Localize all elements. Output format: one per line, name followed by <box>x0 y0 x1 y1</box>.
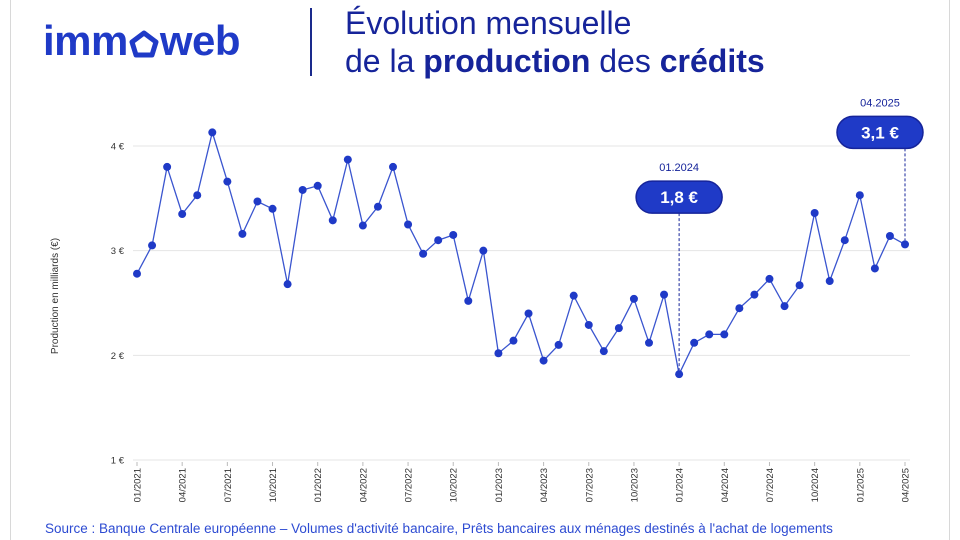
data-point <box>283 280 292 289</box>
data-point <box>404 220 413 229</box>
data-point <box>509 336 518 345</box>
immoweb-logo: imm web <box>43 17 241 64</box>
data-point <box>298 185 307 194</box>
x-tick-label: 10/2024 <box>810 468 821 502</box>
data-point <box>449 230 458 239</box>
data-point <box>735 304 744 313</box>
y-tick-label: 4 € <box>111 142 125 153</box>
data-point <box>870 264 879 273</box>
x-tick-label: 07/2021 <box>223 468 234 502</box>
callout-pill <box>836 115 924 150</box>
data-point <box>810 208 819 217</box>
callout-pill <box>635 180 723 214</box>
data-point <box>223 177 232 186</box>
data-point <box>765 274 774 283</box>
data-point <box>584 320 593 329</box>
data-point <box>238 229 247 238</box>
data-point <box>705 330 714 339</box>
data-point <box>419 249 428 258</box>
data-point <box>148 241 157 250</box>
logo-text-right: web <box>159 17 241 64</box>
data-point <box>645 338 653 347</box>
data-point <box>539 356 548 365</box>
logo-text-left: imm <box>43 17 128 64</box>
x-tick-label: 10/2022 <box>449 468 460 502</box>
data-point <box>328 216 337 225</box>
data-point <box>660 290 669 299</box>
data-point <box>795 281 804 290</box>
header-divider <box>310 8 312 76</box>
data-point <box>855 191 864 200</box>
x-tick-label: 04/2021 <box>178 468 189 502</box>
data-point <box>614 324 623 333</box>
data-point <box>178 210 187 219</box>
series-line <box>136 129 906 377</box>
data-point <box>569 291 578 300</box>
data-point <box>208 128 217 137</box>
callout-value: 1,8 € <box>660 188 698 207</box>
y-tick-label: 3 € <box>111 246 125 257</box>
data-point <box>253 197 262 206</box>
x-tick-label: 04/2022 <box>358 468 369 502</box>
data-point <box>599 347 608 356</box>
data-point <box>554 340 563 349</box>
title-line-1: Évolution mensuelle <box>345 5 632 41</box>
x-tick-label: 10/2023 <box>629 468 640 502</box>
data-point <box>389 162 397 171</box>
data-point <box>373 202 382 211</box>
data-point <box>629 294 638 303</box>
data-point <box>750 290 759 299</box>
x-tick-label: 01/2023 <box>494 468 505 502</box>
house-icon <box>129 30 159 58</box>
page-title: Évolution mensuelle de la production des… <box>345 4 765 80</box>
title-line-2: de la production des crédits <box>345 43 765 79</box>
callout-date: 01.2024 <box>659 162 699 174</box>
data-point <box>358 221 367 230</box>
data-point <box>163 162 172 171</box>
x-tick-label: 01/2025 <box>855 468 866 502</box>
data-point <box>343 155 352 164</box>
data-point <box>193 191 202 200</box>
data-point <box>434 236 443 245</box>
x-tick-label: 01/2024 <box>675 468 686 502</box>
y-tick-label: 2 € <box>111 351 125 362</box>
data-point <box>464 296 473 305</box>
x-tick-label: 04/2025 <box>901 468 912 502</box>
data-point <box>133 269 141 278</box>
x-tick-label: 07/2024 <box>765 468 776 502</box>
data-point <box>690 338 699 347</box>
y-axis-label: Production en milliards (€) <box>50 238 61 354</box>
x-tick-label: 07/2022 <box>404 468 415 502</box>
source-note: Source : Banque Centrale européenne – Vo… <box>45 521 833 536</box>
x-tick-label: 01/2021 <box>133 468 144 502</box>
data-point <box>825 277 834 286</box>
callout-date: 04.2025 <box>860 97 900 109</box>
chart-frame <box>10 0 950 540</box>
data-point <box>901 240 909 249</box>
data-point <box>720 330 729 339</box>
x-tick-label: 04/2024 <box>720 468 731 502</box>
x-tick-label: 10/2021 <box>268 468 279 502</box>
data-point <box>840 236 849 245</box>
data-point <box>268 204 277 213</box>
y-tick-label: 1 € <box>111 456 125 467</box>
x-tick-label: 04/2023 <box>539 468 550 502</box>
data-point <box>479 246 488 255</box>
data-point <box>313 181 322 190</box>
data-point <box>675 370 684 379</box>
data-point <box>524 309 533 318</box>
data-point <box>780 302 789 311</box>
x-tick-label: 01/2022 <box>313 468 324 502</box>
callout-value: 3,1 € <box>861 123 899 142</box>
data-point <box>494 349 503 358</box>
x-tick-label: 07/2023 <box>584 468 595 502</box>
data-point <box>885 232 894 241</box>
